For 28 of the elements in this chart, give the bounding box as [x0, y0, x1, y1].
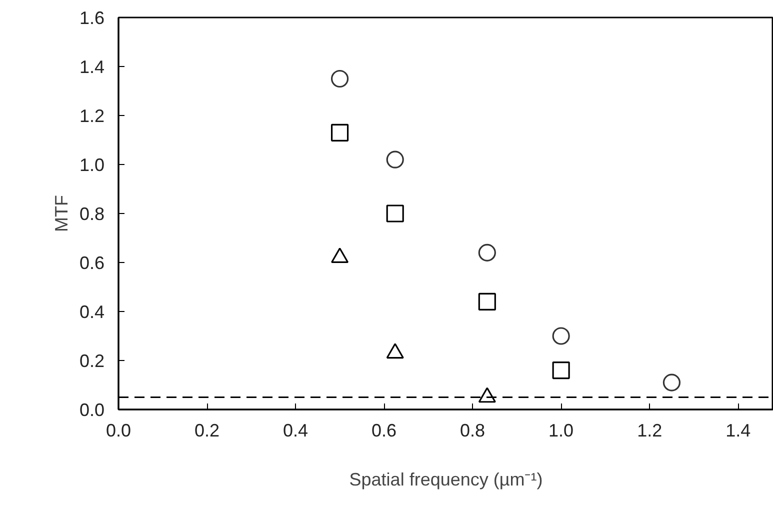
x-tick-label: 1.0 — [548, 420, 574, 440]
point — [478, 244, 496, 262]
x-tick-label: 0.8 — [460, 420, 486, 440]
point — [386, 150, 404, 168]
point — [386, 204, 404, 222]
x-tick-label: 0.4 — [283, 420, 308, 440]
point — [330, 70, 349, 88]
point — [478, 292, 496, 310]
y-tick-label: 1.4 — [79, 57, 105, 77]
x-tick-label: 0.2 — [194, 420, 220, 440]
x-tick-label: 0.0 — [106, 420, 132, 440]
y-tick-label: 1.6 — [79, 8, 105, 28]
point — [552, 362, 570, 380]
x-tick-label: 0.6 — [372, 420, 397, 440]
y-tick-label: 0.2 — [79, 351, 105, 371]
point — [662, 374, 681, 392]
y-tick-label: 0.6 — [79, 253, 105, 273]
y-axis-title: MTF — [51, 195, 72, 232]
x-axis-title: Spatial frequency (µm⁻¹) — [349, 470, 543, 490]
y-tick-label: 1.2 — [79, 106, 105, 126]
y-tick-label: 0.8 — [79, 204, 105, 224]
y-tick-label: 0.4 — [79, 302, 105, 322]
point — [552, 327, 570, 345]
point — [330, 124, 349, 142]
x-tick-label: 1.2 — [637, 420, 662, 440]
y-tick-label: 1.0 — [79, 155, 105, 175]
x-tick-label: 1.4 — [726, 420, 751, 440]
y-tick-label: 0.0 — [79, 400, 105, 420]
